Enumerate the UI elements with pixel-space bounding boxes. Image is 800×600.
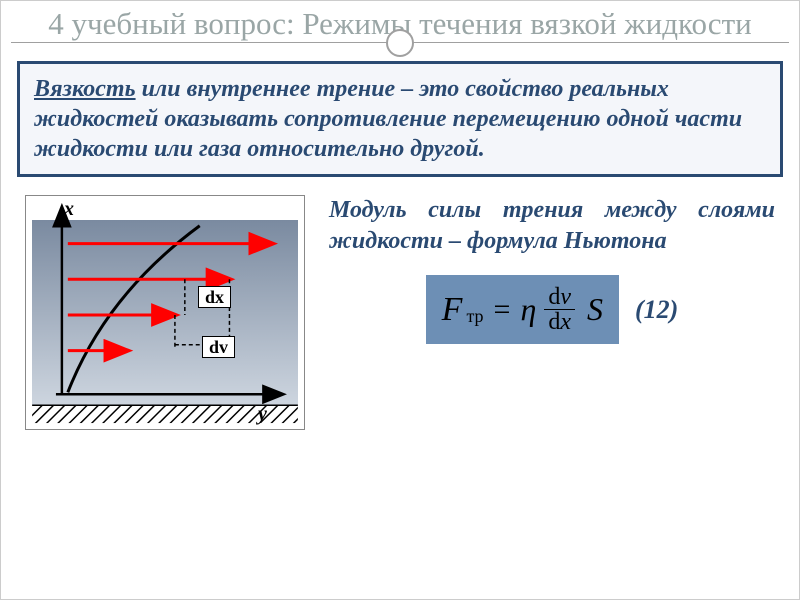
frac-bot-var: x (560, 309, 571, 335)
definition-box: Вязкость или внутреннее трение – это сво… (17, 61, 783, 177)
formula-box: Fтр = η dν dx S (426, 275, 619, 344)
definition-text: Вязкость или внутреннее трение – это сво… (34, 74, 766, 164)
formula-F: F (442, 291, 463, 329)
formula-row: Fтр = η dν dx S (12) (329, 275, 775, 344)
dv-label: dv (202, 336, 235, 358)
diagram-column: dx dv x y (25, 195, 305, 430)
definition-underlined: Вязкость (34, 76, 136, 102)
content: Вязкость или внутреннее трение – это сво… (1, 61, 799, 446)
frac-bot-d: d (548, 309, 560, 335)
dx-label: dx (198, 286, 231, 308)
formula-eq: = (494, 293, 511, 327)
frac-top-d: d (548, 284, 560, 310)
definition-rest: или внутреннее трение – это свойство реа… (34, 76, 742, 162)
slide: 4 учебный вопрос: Режимы течения вязкой … (0, 0, 800, 600)
formula-fraction: dν dx (544, 285, 575, 334)
y-axis-label: y (258, 403, 267, 426)
frac-top-var: ν (560, 284, 571, 310)
formula-sub: тр (466, 306, 483, 327)
lower-row: dx dv x y Модуль силы трения между слоям… (17, 195, 783, 430)
newton-description: Модуль силы трения между слоями жидкости… (329, 195, 775, 257)
x-axis-label: x (64, 198, 74, 221)
formula-eta: η (520, 291, 536, 328)
diagram-svg (26, 196, 304, 429)
velocity-profile-diagram: dx dv x y (25, 195, 305, 430)
equation-number: (12) (635, 295, 678, 325)
title-circle-icon (386, 29, 414, 57)
title-area: 4 учебный вопрос: Режимы течения вязкой … (1, 1, 799, 61)
velocity-curve (68, 226, 200, 393)
formula-S: S (587, 291, 603, 328)
text-column: Модуль силы трения между слоями жидкости… (329, 195, 775, 430)
